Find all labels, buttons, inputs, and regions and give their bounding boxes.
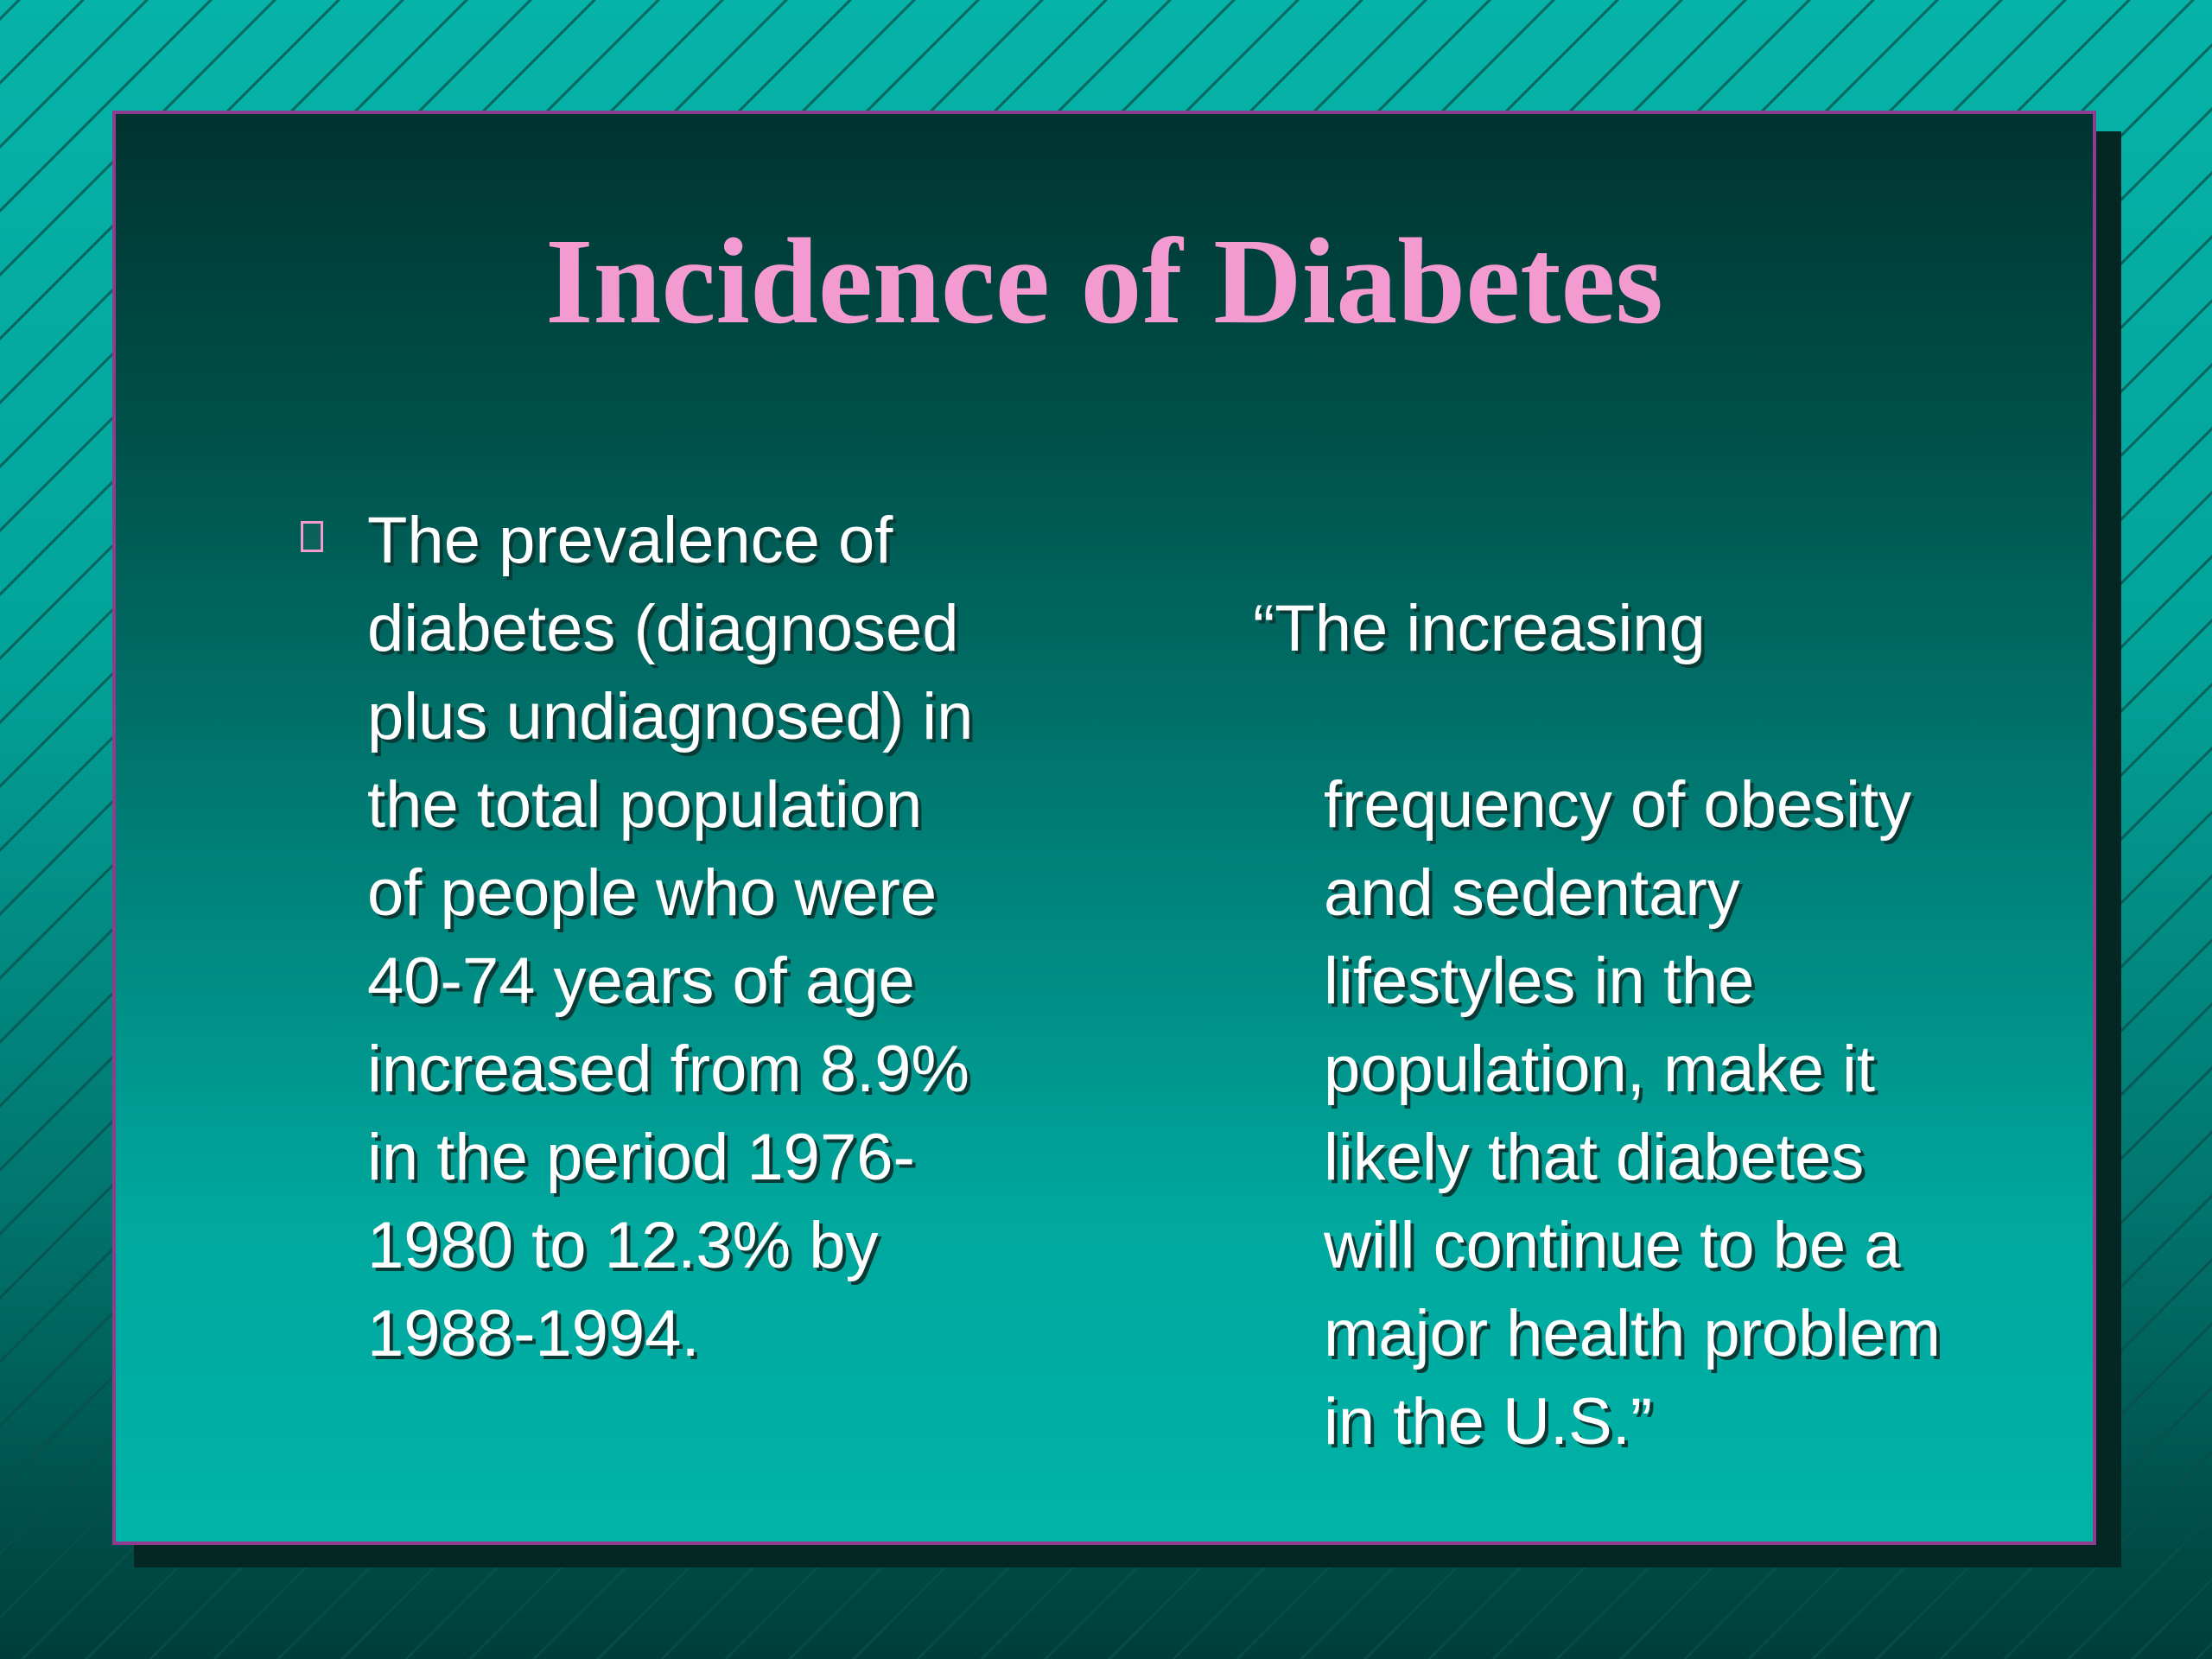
prevalence-paragraph: The prevalence of diabetes (diagnosed pl… [367,504,974,1370]
quote-paragraph: “The increasing frequency of obesity and… [1253,497,2065,1554]
quote-continuation: frequency of obesity and sedentary lifes… [1324,768,1941,1459]
slide-panel [112,111,2096,1545]
quote-first-line: “The increasing [1253,592,1706,665]
stripe-line [0,0,277,277]
stripe-line [1938,1385,2212,1659]
slide-title: Incidence of Diabetes [545,213,1663,349]
square-bullet-icon [301,521,323,552]
